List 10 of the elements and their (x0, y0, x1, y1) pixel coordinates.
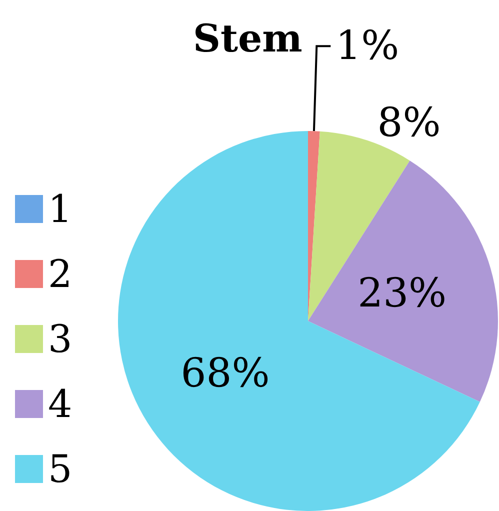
data-label: 1% (336, 23, 400, 70)
chart-title: Stem (193, 16, 302, 60)
legend-label: 3 (48, 317, 72, 361)
legend-label: 4 (48, 382, 72, 426)
data-label: 23% (358, 270, 447, 317)
legend-label: 2 (48, 252, 72, 296)
data-label: 68% (180, 350, 270, 397)
legend-label: 5 (48, 447, 72, 491)
legend-label: 1 (48, 187, 72, 231)
data-label: 8% (377, 100, 441, 146)
